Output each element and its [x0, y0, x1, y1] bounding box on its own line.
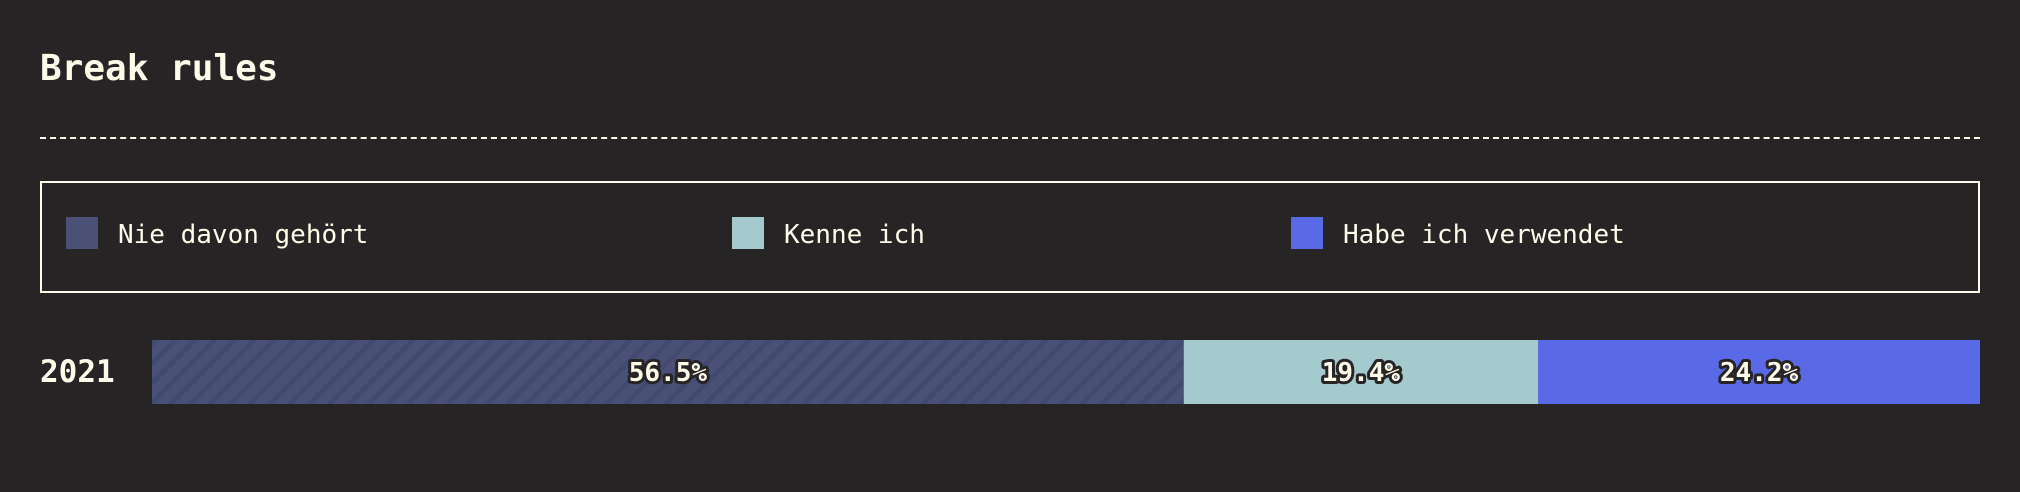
bar-value-label: 56.5%	[629, 358, 708, 388]
bar-segment-2[interactable]	[1183, 340, 1539, 404]
chart-title: Break rules	[40, 48, 279, 89]
legend-label: Nie davon gehört	[118, 220, 369, 250]
legend-item-habe-ich-verwendet[interactable]: Habe ich verwendet	[1291, 217, 1625, 250]
title-divider	[40, 137, 1980, 139]
bar-segment-3[interactable]	[1538, 340, 1980, 404]
bar-value-label: 24.2%	[1720, 358, 1799, 388]
legend-swatch	[66, 217, 98, 249]
bar-segment-1[interactable]	[152, 340, 1185, 404]
legend-swatch	[1291, 217, 1323, 249]
bar-value-label: 19.4%	[1322, 358, 1401, 388]
legend-label: Habe ich verwendet	[1343, 220, 1625, 250]
bar-chart-svg: 56.5% 19.4% 24.2%	[152, 340, 1980, 404]
row-label-year: 2021	[40, 354, 115, 390]
legend-item-nie-davon-gehoert[interactable]: Nie davon gehört	[66, 217, 369, 250]
legend: Nie davon gehört Kenne ich Habe ich verw…	[40, 181, 1980, 293]
legend-item-kenne-ich[interactable]: Kenne ich	[732, 217, 925, 250]
legend-swatch	[732, 217, 764, 249]
stacked-bar: 56.5% 19.4% 24.2%	[152, 340, 1980, 404]
legend-label: Kenne ich	[784, 220, 925, 250]
